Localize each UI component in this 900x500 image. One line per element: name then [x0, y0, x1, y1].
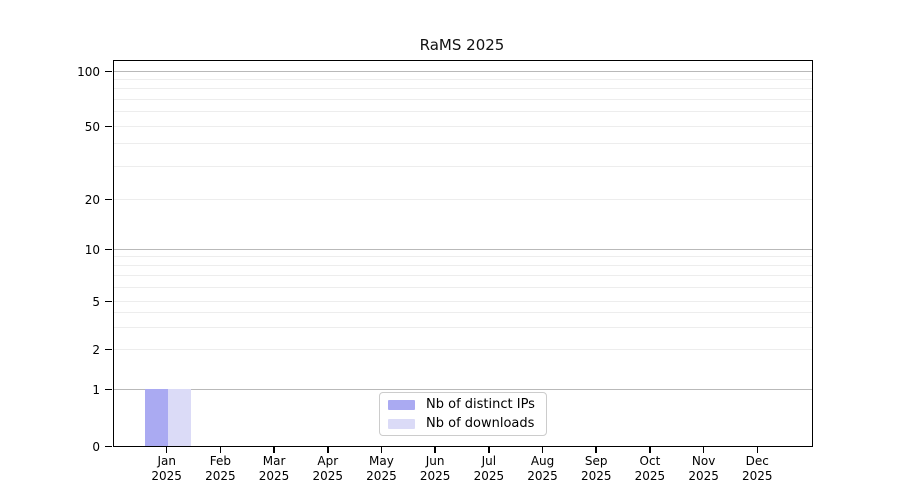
x-tick-label: Mar 2025	[242, 454, 306, 484]
x-tick	[595, 447, 597, 453]
x-tick-month: Sep	[584, 454, 608, 468]
x-tick-month: Mar	[262, 454, 286, 468]
y-tick-label: 20	[84, 192, 100, 207]
minor-gridline	[114, 125, 812, 127]
x-tick-month: Jan	[157, 454, 176, 468]
x-tick	[434, 447, 436, 453]
y-tick-label: 2	[92, 342, 100, 357]
x-tick	[541, 447, 544, 453]
minor-gridline	[114, 300, 812, 302]
x-tick-month: Jun	[425, 454, 445, 468]
x-tick	[165, 447, 168, 453]
y-tick	[105, 388, 112, 391]
minor-gridline	[114, 198, 812, 200]
minor-gridline	[114, 78, 812, 80]
x-tick-month: Aug	[530, 454, 555, 468]
y-tick-label: 50	[84, 119, 100, 134]
y-tick-label: 0	[92, 439, 100, 454]
x-tick-year: 2025	[312, 469, 344, 483]
minor-gridline	[114, 275, 812, 277]
x-tick-month: May	[369, 454, 394, 468]
legend-label: Nb of distinct IPs	[426, 396, 535, 412]
x-tick-month: Feb	[209, 454, 231, 468]
legend: Nb of distinct IPs Nb of downloads	[379, 392, 547, 436]
x-tick	[488, 447, 490, 453]
y-tick	[105, 445, 112, 448]
legend-item: Nb of downloads	[380, 416, 546, 432]
y-tick-label: 5	[92, 294, 100, 309]
x-tick	[273, 447, 275, 453]
minor-gridline	[114, 143, 812, 145]
x-tick-label: Dec 2025	[725, 454, 789, 484]
x-tick	[756, 447, 759, 453]
x-tick-year: 2025	[366, 469, 397, 483]
x-tick-month: Nov	[691, 454, 716, 468]
minor-gridline	[114, 111, 812, 113]
minor-gridline	[114, 256, 812, 258]
minor-gridline	[114, 265, 812, 267]
x-tick-year: 2025	[205, 469, 236, 483]
x-tick-label: Apr 2025	[296, 454, 360, 484]
y-tick	[105, 248, 112, 251]
x-tick-year: 2025	[742, 469, 773, 483]
minor-gridline	[114, 88, 812, 90]
minor-gridline	[114, 348, 812, 350]
y-tick-label: 10	[84, 242, 100, 257]
y-tick	[105, 348, 112, 351]
minor-gridline	[114, 98, 812, 100]
y-tick-label: 100	[77, 64, 100, 79]
x-tick-year: 2025	[473, 469, 505, 483]
decade-gridline	[114, 248, 812, 250]
x-tick	[380, 447, 383, 453]
x-tick	[327, 447, 329, 453]
x-tick-label: Sep 2025	[564, 454, 628, 484]
x-tick-year: 2025	[688, 469, 719, 483]
bar-nb-of-downloads	[167, 389, 191, 446]
x-tick-year: 2025	[419, 469, 451, 483]
x-tick-label: Jan 2025	[135, 454, 199, 484]
x-tick-label: Aug 2025	[511, 454, 575, 484]
x-tick	[649, 447, 651, 453]
x-tick-label: Nov 2025	[672, 454, 736, 484]
x-tick	[702, 447, 705, 453]
chart-title: RaMS 2025	[419, 36, 505, 54]
minor-gridline	[114, 327, 812, 329]
y-tick	[105, 198, 112, 201]
x-tick-label: Jul 2025	[457, 454, 521, 484]
legend-label: Nb of downloads	[426, 415, 535, 431]
x-tick-month: Oct	[639, 454, 661, 468]
legend-swatch	[388, 418, 415, 429]
minor-gridline	[114, 166, 812, 168]
bar-nb-of-distinct-ips	[144, 389, 168, 446]
minor-gridline	[114, 286, 812, 288]
x-tick-month: Dec	[745, 454, 769, 468]
x-tick-year: 2025	[634, 469, 666, 483]
plot-area	[113, 60, 813, 447]
x-tick-month: Jul	[481, 454, 497, 468]
y-tick	[105, 300, 112, 303]
x-tick-label: Jun 2025	[403, 454, 467, 484]
x-tick-year: 2025	[258, 469, 290, 483]
y-tick	[105, 70, 112, 73]
x-tick	[219, 447, 222, 453]
minor-gridline	[114, 312, 812, 314]
decade-gridline	[114, 70, 812, 72]
x-tick-year: 2025	[580, 469, 612, 483]
y-tick-label: 1	[92, 382, 100, 397]
x-tick-label: Feb 2025	[188, 454, 252, 484]
decade-gridline	[114, 388, 812, 390]
x-tick-month: Apr	[317, 454, 339, 468]
legend-swatch	[388, 399, 415, 410]
x-tick-label: Oct 2025	[618, 454, 682, 484]
legend-item: Nb of distinct IPs	[380, 397, 546, 413]
y-tick	[105, 125, 112, 128]
x-tick-year: 2025	[151, 469, 182, 483]
x-tick-label: May 2025	[349, 454, 413, 484]
x-tick-year: 2025	[527, 469, 558, 483]
